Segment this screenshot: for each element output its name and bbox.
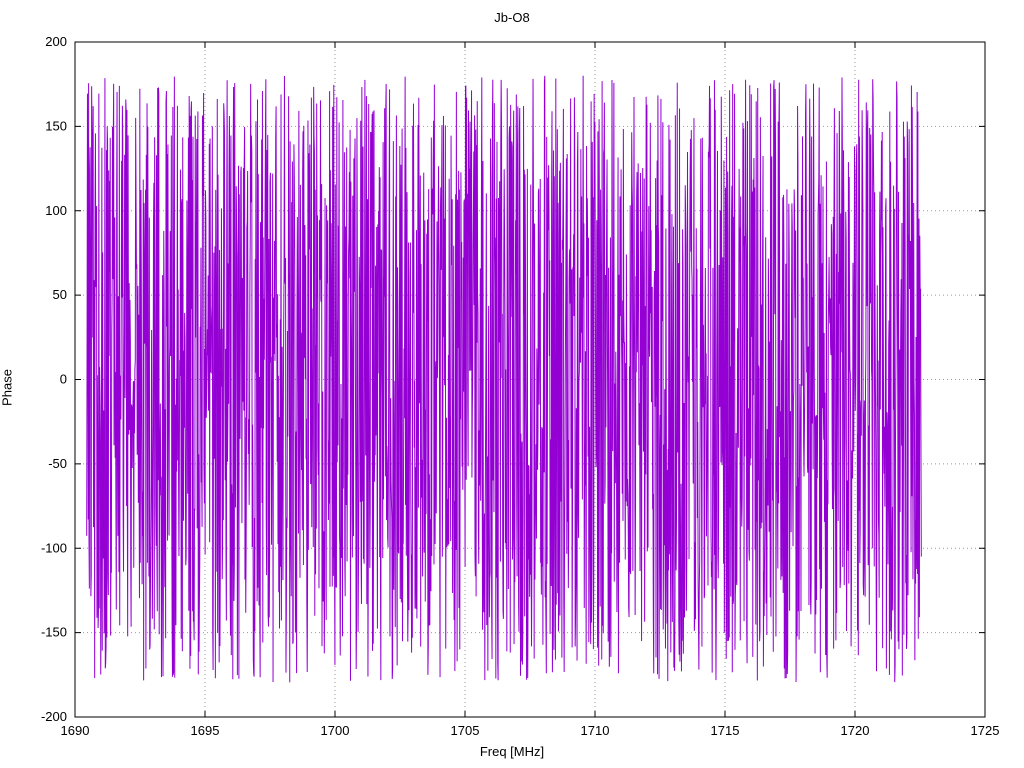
phase-line (86, 75, 922, 683)
y-tick-label: -150 (41, 625, 67, 640)
y-tick-label: 100 (45, 203, 67, 218)
y-tick-label: -200 (41, 709, 67, 724)
x-tick-label: 1725 (971, 723, 1000, 738)
x-tick-label: 1720 (841, 723, 870, 738)
x-tick-label: 1690 (61, 723, 90, 738)
y-tick-label: -100 (41, 540, 67, 555)
y-tick-label: -50 (48, 456, 67, 471)
x-tick-label: 1710 (581, 723, 610, 738)
y-tick-label: 0 (60, 372, 67, 387)
x-tick-label: 1695 (191, 723, 220, 738)
y-tick-label: 150 (45, 118, 67, 133)
chart-title: Jb-O8 (494, 10, 530, 25)
x-tick-label: 1715 (711, 723, 740, 738)
y-tick-label: 200 (45, 34, 67, 49)
x-tick-label: 1705 (451, 723, 480, 738)
x-axis-label: Freq [MHz] (479, 744, 545, 759)
y-tick-label: 50 (53, 287, 67, 302)
x-tick-label: 1700 (321, 723, 350, 738)
